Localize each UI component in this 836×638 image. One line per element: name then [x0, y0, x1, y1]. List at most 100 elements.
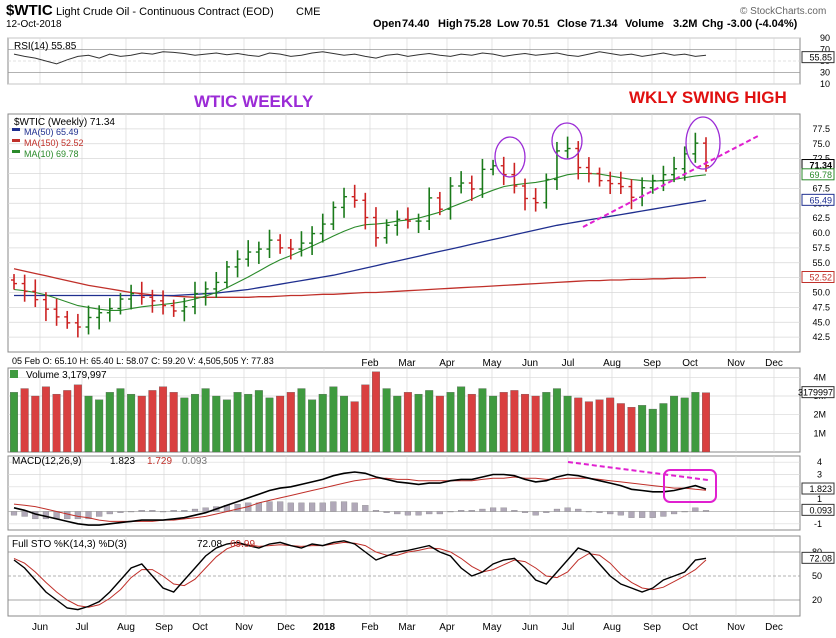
volume-value: 3179997	[798, 388, 833, 398]
x-tick-8: Feb	[361, 622, 379, 633]
x-tick-top-14: Aug	[603, 358, 621, 369]
volume-bar-34	[371, 371, 380, 453]
volume-bar-37	[403, 392, 412, 453]
volume-bar-55	[595, 399, 604, 453]
volume-bar-51	[552, 388, 561, 453]
volume-bar-3	[41, 386, 50, 453]
hover-readout: 05 Feb O: 65.10 H: 65.40 L: 58.07 C: 59.…	[12, 356, 274, 366]
volume-bar-0	[10, 392, 18, 453]
macd-line	[13, 471, 707, 526]
open-value: 74.40	[402, 18, 430, 30]
macd-v3: 0.093	[182, 456, 207, 467]
rsi-label: RSI(14) 55.85	[14, 41, 77, 52]
sto-tick-2: 20	[812, 595, 822, 605]
x-tick-6: Dec	[277, 622, 295, 633]
macd-tick-5: -1	[814, 519, 822, 529]
macd-hist-24	[266, 501, 273, 512]
volume-bar-65	[702, 392, 710, 453]
volume-bar-59	[638, 405, 647, 453]
volume-bar-21	[233, 392, 242, 453]
volume-bar-14	[159, 386, 168, 453]
x-tick-3: Sep	[155, 622, 173, 633]
high-value: 75.28	[464, 18, 492, 30]
volume-bar-6	[73, 384, 82, 453]
volume-bar-13	[148, 390, 157, 453]
x-tick-1: Jul	[76, 622, 89, 633]
price-tick-13: 45.0	[812, 317, 830, 327]
price-tick-2: 72.5	[812, 154, 830, 164]
macd-hist-12	[138, 510, 145, 512]
macd-hist-25	[277, 501, 284, 512]
macd-hist-40	[436, 511, 443, 515]
volume-bar-38	[414, 393, 423, 453]
symbol-label: $WTIC	[6, 2, 53, 19]
price-box-ma10	[801, 168, 835, 181]
x-tick-top-17: Nov	[727, 358, 745, 369]
legend-ma10: MA(10) 69.78	[24, 149, 79, 159]
macd-hist-6	[74, 511, 81, 520]
macd-hist-48	[521, 511, 529, 513]
rsi-tick-4: 10	[820, 79, 830, 89]
date-label: 12-Oct-2018	[6, 19, 62, 30]
macd-hist-17	[191, 508, 199, 512]
rsi-line	[13, 51, 707, 65]
macd-hist-45	[489, 507, 497, 512]
volume-bar-16	[180, 397, 189, 453]
macd-hist-27	[298, 502, 305, 512]
swing-circle-0	[494, 136, 526, 178]
legend-ma50-swatch	[12, 128, 20, 131]
macd-hist-42	[458, 510, 465, 512]
x-tick-13: Jul	[562, 622, 575, 633]
volume-bar-4	[52, 393, 61, 453]
vol-tick-2: 2M	[813, 410, 826, 420]
macd-hist-8	[96, 511, 103, 517]
macd-tick-0: 4	[817, 457, 822, 467]
macd-hist-right-value: 0.093	[809, 505, 832, 515]
price-tick-6: 62.5	[812, 213, 830, 223]
macd-hist-31	[340, 501, 348, 512]
vol-tick-3: 1M	[813, 428, 826, 438]
x-tick-top-8: Feb	[361, 358, 379, 369]
volume-bar-58	[627, 407, 636, 453]
exchange-label: CME	[296, 6, 320, 18]
panel-macd	[7, 455, 801, 531]
volume-bar-64	[691, 392, 700, 453]
trendline	[582, 135, 759, 228]
x-tick-14: Aug	[603, 622, 621, 633]
instrument-name: Light Crude Oil - Continuous Contract (E…	[56, 6, 274, 18]
volume-bar-42	[457, 386, 466, 453]
volume-value-box	[801, 386, 835, 399]
annotation-wtic-weekly: WTIC WEEKLY	[194, 92, 314, 111]
volume-bar-45	[489, 395, 498, 453]
x-tick-top-13: Jul	[562, 358, 575, 369]
macd-hist-46	[500, 507, 507, 512]
macd-hist-26	[287, 502, 294, 512]
macd-hist-53	[575, 508, 582, 512]
price-label: $WTIC (Weekly) 71.34	[14, 117, 115, 128]
macd-hist-50	[543, 511, 550, 513]
price-tick-0: 77.5	[812, 124, 830, 134]
macd-hist-9	[106, 511, 113, 515]
macd-hist-38	[415, 511, 422, 516]
sto-value-box	[801, 551, 835, 564]
x-tick-top-18: Dec	[765, 358, 783, 369]
volume-value: 3.2M	[673, 18, 697, 30]
macd-hist-43	[468, 510, 475, 512]
macd-hist-44	[479, 508, 486, 512]
legend-ma50: MA(50) 65.49	[24, 127, 79, 137]
x-tick-0: Jun	[32, 622, 48, 633]
macd-hist-61	[660, 511, 667, 517]
x-tick-top-10: Apr	[439, 358, 455, 369]
macd-hist-23	[255, 502, 262, 512]
macd-v1: 1.823	[110, 456, 135, 467]
close-value: 71.34	[590, 18, 618, 30]
macd-hist-39	[426, 511, 433, 515]
price-tick-11: 50.0	[812, 288, 830, 298]
volume-bar-5	[63, 390, 72, 453]
x-tick-top-15: Sep	[643, 358, 661, 369]
volume-bar-40	[435, 395, 444, 453]
macd-hist-56	[607, 511, 614, 515]
x-tick-top-9: Mar	[398, 358, 416, 369]
swing-circle-1	[551, 122, 583, 160]
price-value-ma10: 69.78	[809, 170, 832, 180]
